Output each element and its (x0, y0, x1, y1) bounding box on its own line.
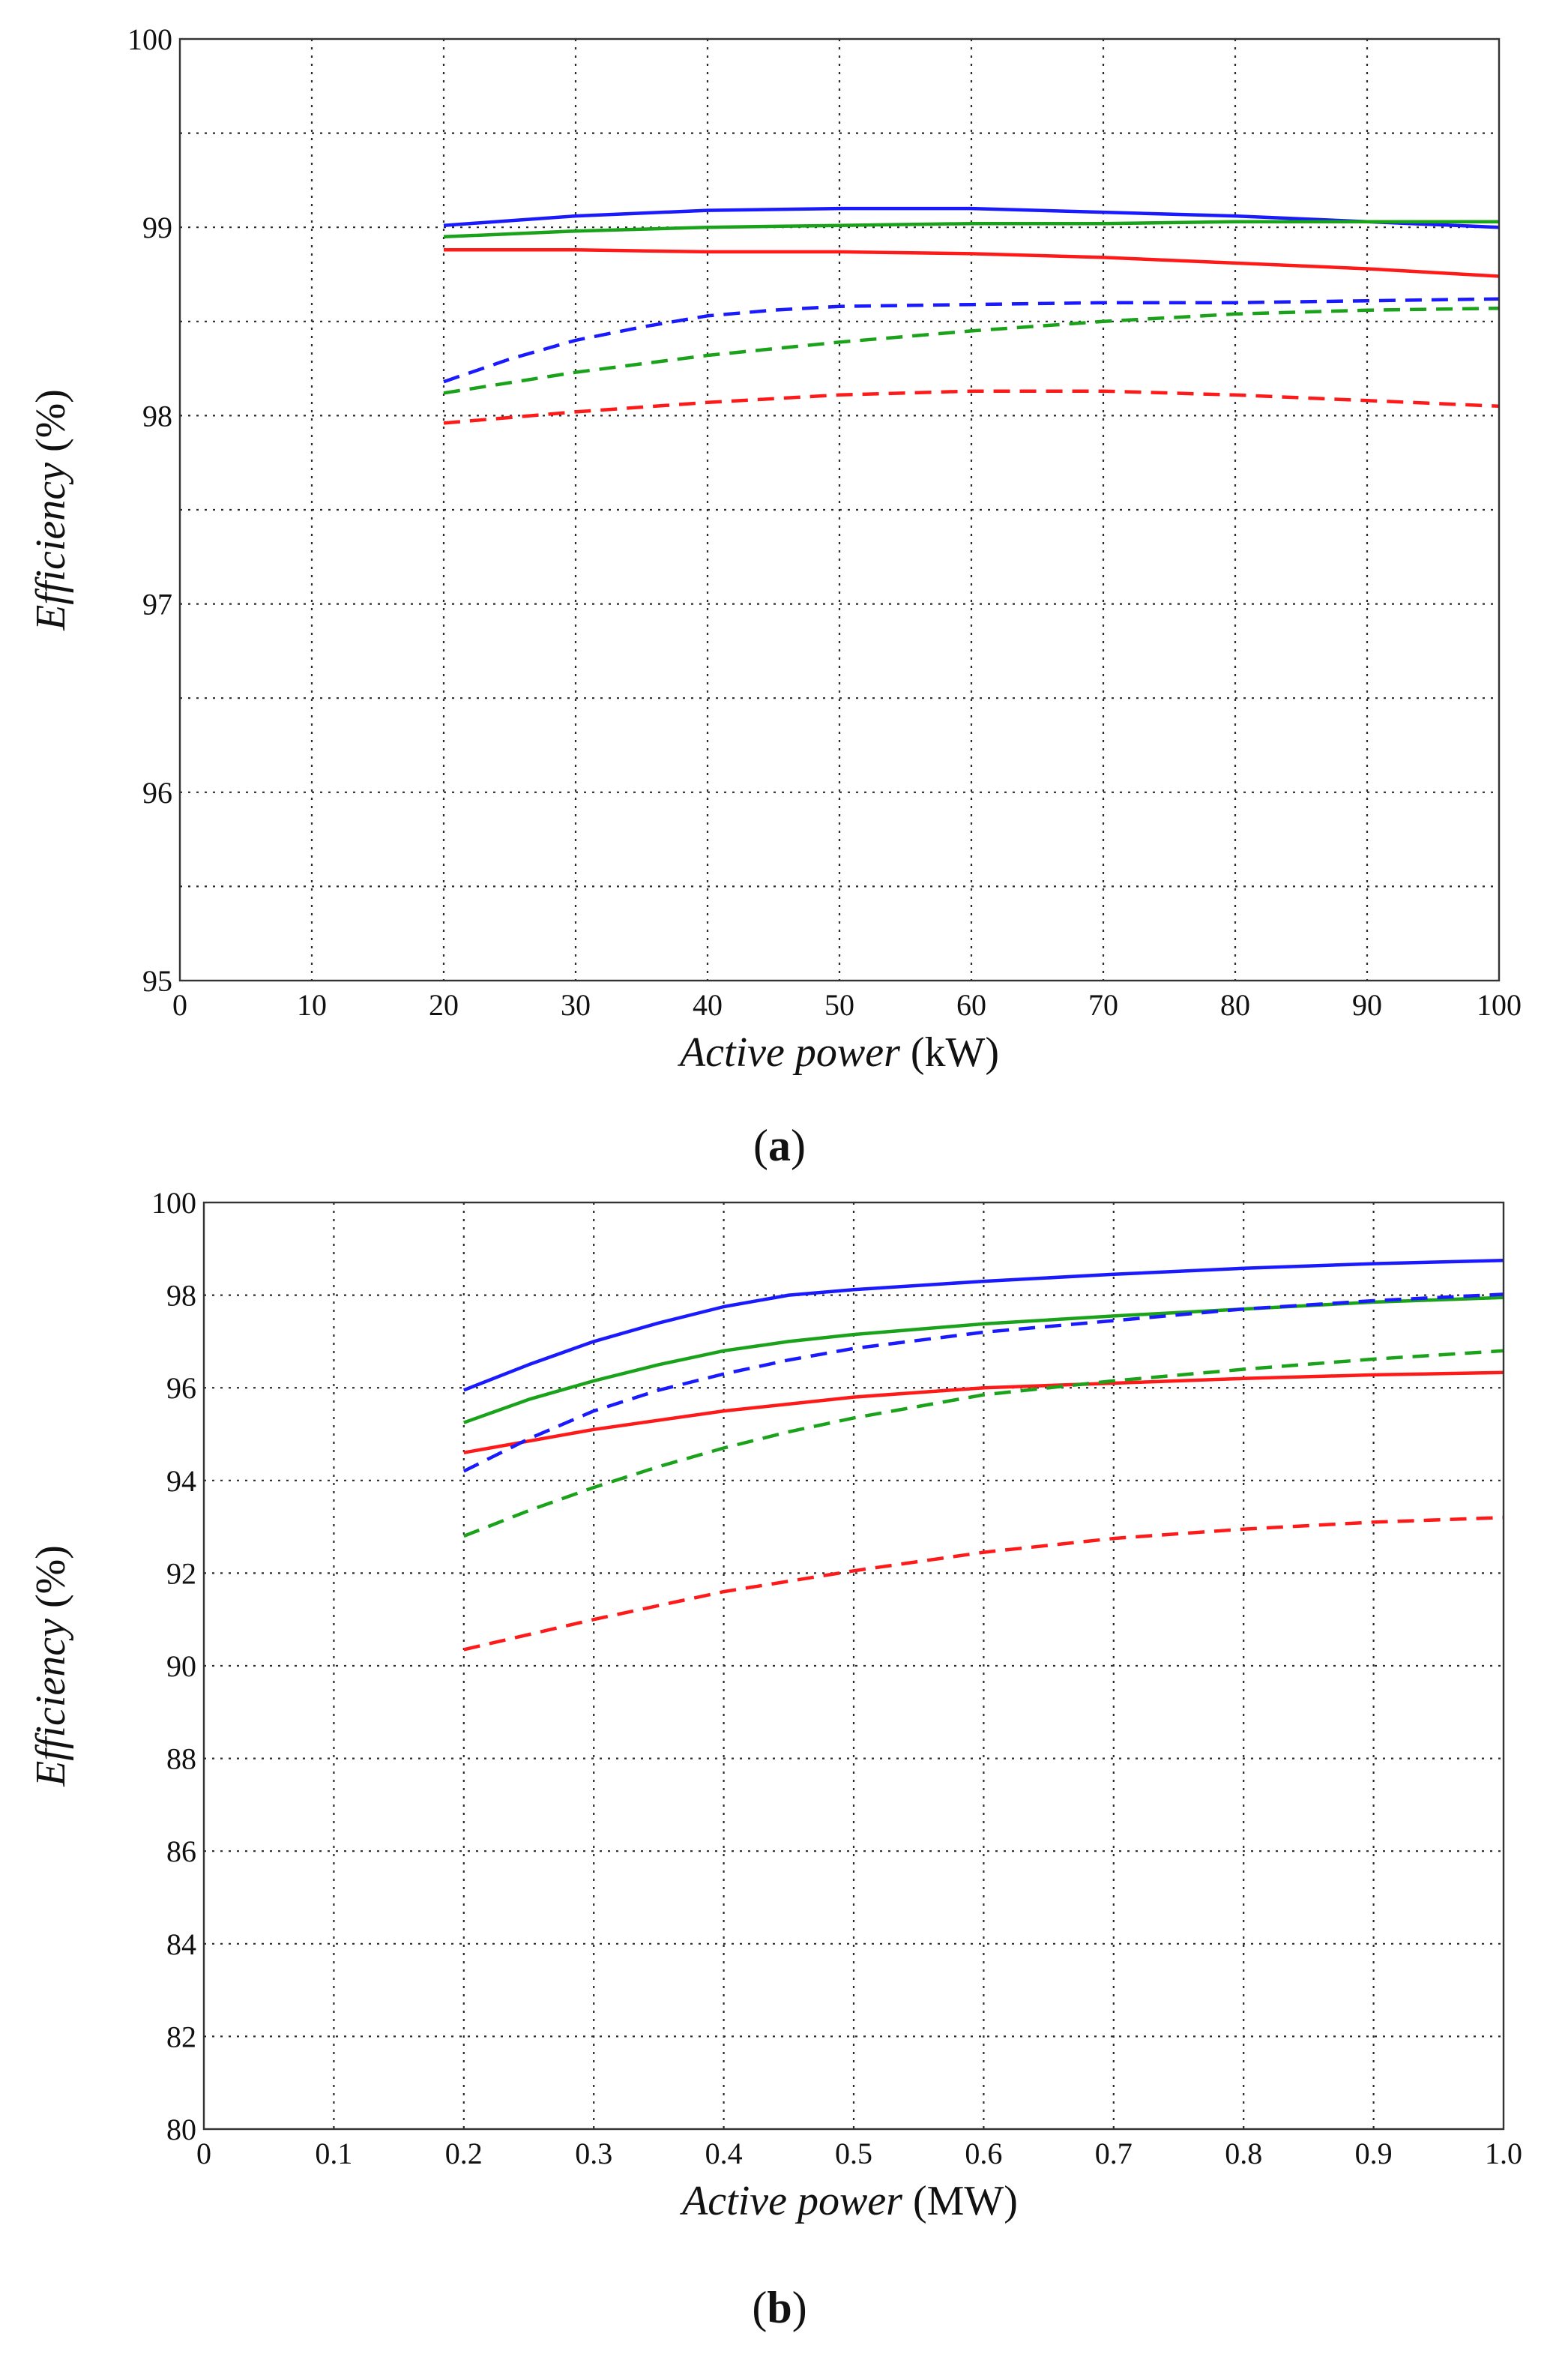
series-line-red-solid (444, 248, 1500, 278)
y-tick-label: 97 (142, 588, 172, 621)
x-tick-label: 70 (1088, 988, 1118, 1022)
x-tick-label: 0.5 (835, 2137, 872, 2170)
y-tick-label: 98 (142, 399, 172, 433)
series-line-blue-solid (443, 206, 1500, 229)
y-tick-label: 92 (166, 1556, 196, 1590)
series-line-blue-dashed (443, 297, 1500, 384)
y-tick-label: 86 (166, 1834, 196, 1868)
series-a (443, 206, 1500, 425)
x-tick-label: 1.0 (1485, 2137, 1522, 2170)
y-ticks-b: 80 82 84 86 88 90 92 94 96 98 100 (151, 1186, 196, 2146)
y-tick-label: 100 (127, 22, 172, 56)
y-axis-label-b: Efficiency (%) (28, 1545, 74, 1787)
x-tick-label: 50 (824, 988, 854, 1022)
y-axis-label-a: Efficiency (%) (28, 389, 74, 631)
chart-panel-a: 0 10 20 30 40 50 60 70 80 90 100 95 96 97 98 99 100 Act… (28, 22, 1522, 1170)
x-tick-label: 0.2 (445, 2137, 483, 2170)
series-line-red-dashed (463, 1515, 1504, 1652)
x-tick-label: 0.3 (575, 2137, 612, 2170)
x-axis-label-b: Active power (MW) (679, 2178, 1018, 2224)
y-tick-label: 82 (166, 2020, 196, 2053)
grid-a (180, 39, 1499, 981)
x-tick-label: 30 (561, 988, 591, 1022)
y-tick-label: 96 (142, 776, 172, 810)
series-line-green-solid (443, 220, 1499, 239)
series-line-green-dashed (443, 306, 1500, 395)
x-tick-label: 90 (1352, 988, 1382, 1022)
x-tick-label: 80 (1220, 988, 1250, 1022)
x-tick-label: 60 (956, 988, 986, 1022)
panel-label-a: (a) (753, 1121, 806, 1170)
series-line-red-solid (463, 1370, 1504, 1454)
grid-b (204, 1202, 1504, 2129)
x-tick-label: 0.4 (705, 2137, 743, 2170)
x-tick-label: 10 (297, 988, 327, 1022)
x-ticks-a: 0 10 20 30 40 50 60 70 80 90 100 (172, 988, 1522, 1022)
x-tick-label: 0 (196, 2137, 211, 2170)
y-tick-label: 88 (166, 1742, 196, 1776)
y-tick-label: 94 (166, 1464, 196, 1498)
x-tick-label: 100 (1477, 988, 1522, 1022)
x-tick-label: 0.8 (1225, 2137, 1262, 2170)
x-tick-label: 40 (693, 988, 723, 1022)
plot-frame-a (178, 37, 1501, 982)
y-tick-label: 80 (166, 2113, 196, 2146)
x-tick-label: 0.1 (315, 2137, 352, 2170)
series-line-green-dashed (462, 1349, 1504, 1538)
y-tick-label: 100 (151, 1186, 196, 1220)
chart-panel-b: 0 0.1 0.2 0.3 0.4 0.5 0.6 0.7 0.8 0.9 1.0 80 82 84 86… (28, 1186, 1522, 2332)
y-tick-label: 96 (166, 1371, 196, 1405)
y-tick-label: 84 (166, 1927, 196, 1961)
series-line-blue-dashed (462, 1292, 1504, 1473)
x-tick-label: 0.9 (1355, 2137, 1393, 2170)
series-line-blue-solid (462, 1259, 1504, 1392)
y-tick-label: 90 (166, 1649, 196, 1683)
series-line-red-dashed (443, 389, 1500, 425)
series-b (462, 1259, 1504, 1652)
x-tick-label: 0.7 (1095, 2137, 1133, 2170)
y-tick-label: 98 (166, 1279, 196, 1313)
x-tick-label: 0.6 (965, 2137, 1002, 2170)
panel-label-b: (b) (752, 2283, 806, 2332)
y-ticks-a: 95 96 97 98 99 100 (127, 22, 172, 998)
x-tick-label: 20 (429, 988, 459, 1022)
plot-frame-b (202, 1201, 1505, 2131)
y-tick-label: 99 (142, 211, 172, 244)
x-tick-label: 0 (172, 988, 187, 1022)
x-axis-label-a: Active power (kW) (677, 1029, 999, 1076)
x-ticks-b: 0 0.1 0.2 0.3 0.4 0.5 0.6 0.7 0.8 0.9 1.0 (196, 2137, 1522, 2170)
y-tick-label: 95 (142, 964, 172, 998)
